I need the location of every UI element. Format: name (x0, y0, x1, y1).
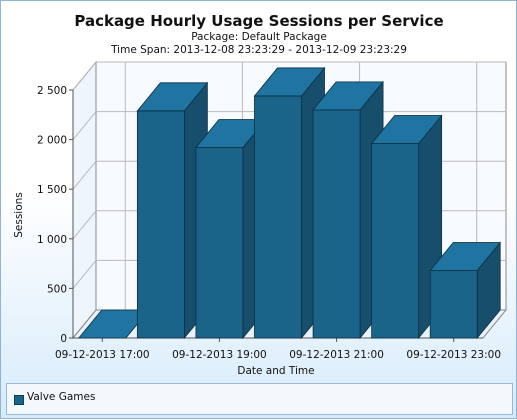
x-tick-label: 09-12-2013 21:00 (289, 349, 384, 361)
bar (312, 109, 361, 339)
x-axis-label: Date and Time (237, 365, 314, 377)
y-axis-label: Sessions (13, 192, 25, 238)
bar (136, 110, 185, 339)
y-tick-label: 2 500 (37, 85, 67, 97)
y-tick-label: 2 000 (37, 135, 67, 147)
x-tick-label: 09-12-2013 17:00 (55, 349, 150, 361)
bar-top (136, 82, 209, 112)
bar-top (312, 81, 384, 111)
legend: Valve Games (6, 383, 513, 415)
legend-label-valve-games: Valve Games (27, 391, 96, 403)
bar (371, 143, 420, 339)
chart-subtitle: Package: Default Package (191, 31, 327, 43)
bar-top (370, 115, 443, 144)
y-tick-label: 500 (47, 283, 67, 295)
bar (254, 95, 302, 339)
bar (429, 270, 478, 339)
x-tick-label: 09-12-2013 19:00 (172, 349, 267, 361)
legend-swatch-valve-games (14, 395, 24, 405)
bar-top (253, 67, 326, 97)
x-tick-label: 09-12-2013 23:00 (406, 349, 501, 361)
plot-area: 0 500 1 000 1 500 2 000 2 500 09-12-2013 17:00… (37, 60, 508, 361)
chart-title: Package Hourly Usage Sessions per Servic… (74, 12, 443, 30)
y-tick-label: 0 (60, 333, 67, 345)
bar-top (429, 242, 502, 271)
y-gridline (72, 61, 506, 91)
chart-subtitle-timespan: Time Span: 2013-12-08 23:23:29 - 2013-12… (110, 44, 407, 56)
bar (195, 147, 244, 339)
y-tick-label: 1 000 (37, 234, 67, 246)
plot-left-wall (72, 60, 97, 340)
y-tick-label: 1 500 (37, 184, 67, 196)
